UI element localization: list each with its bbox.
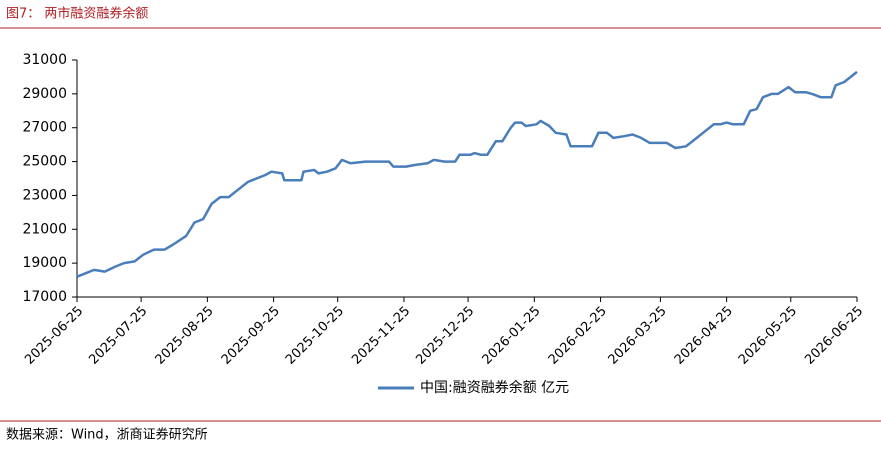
x-tick-label: 2026-02-25: [546, 304, 610, 368]
y-tick-label: 29000: [22, 86, 67, 102]
x-tick-label: 2025-12-25: [413, 304, 477, 368]
x-tick-label: 2026-03-25: [606, 304, 670, 368]
x-tick-label: 2026-05-25: [736, 304, 800, 368]
y-tick-label: 21000: [22, 221, 67, 237]
x-tick-label: 2025-09-25: [219, 304, 283, 368]
x-tick-label: 2026-04-25: [672, 304, 736, 368]
x-tick-label: 2025-08-25: [153, 304, 217, 368]
x-tick-label: 2025-06-25: [22, 304, 86, 368]
x-tick-label: 2026-06-25: [802, 304, 866, 368]
y-tick-label: 25000: [22, 154, 67, 170]
line-series: [76, 70, 858, 278]
y-tick-label: 17000: [22, 289, 67, 305]
source: 数据来源：Wind，浙商证券研究所: [6, 427, 208, 443]
x-tick-label: 2025-07-25: [86, 304, 150, 368]
y-tick-label: 27000: [22, 120, 67, 136]
x-tick-label: 2025-10-25: [283, 304, 347, 368]
y-tick-label: 31000: [22, 52, 67, 68]
y-tick-label: 23000: [22, 187, 67, 203]
x-tick-label: 2025-11-25: [349, 304, 413, 368]
y-tick-label: 19000: [22, 255, 67, 271]
x-tick-label: 2026-01-25: [480, 304, 544, 368]
legend-label: 中国:融资融券余额 亿元: [420, 379, 569, 396]
chart-title: 图7： 两市融资融券余额: [6, 6, 148, 22]
